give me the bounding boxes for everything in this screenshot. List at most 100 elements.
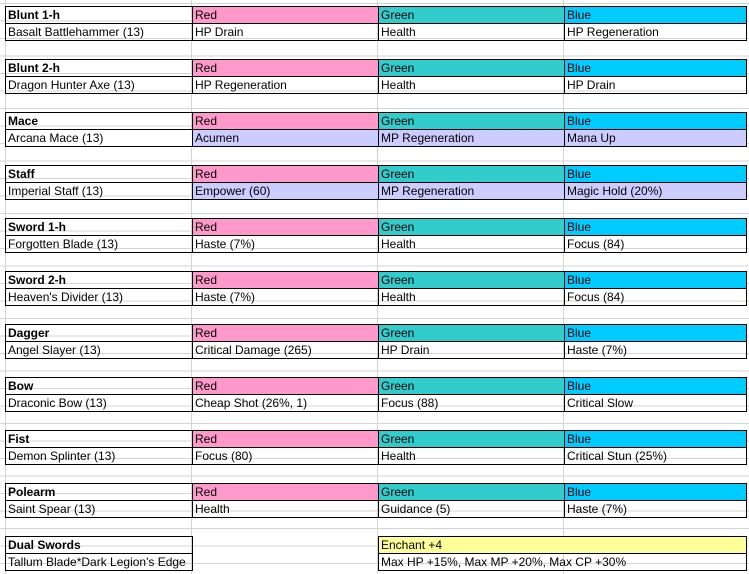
red-header-cell[interactable]: Red [192, 377, 379, 395]
green-header-cell[interactable]: Green [378, 165, 565, 183]
green-sa-cell[interactable]: Health [378, 288, 565, 306]
enchant-cell[interactable]: Enchant +4 [378, 536, 747, 554]
blue-header-cell[interactable]: Blue [564, 6, 747, 24]
red-header-cell[interactable]: Red [192, 483, 379, 501]
green-sa-cell[interactable]: Health [378, 76, 565, 94]
blue-header-cell[interactable]: Blue [564, 112, 747, 130]
blue-header-cell[interactable]: Blue [564, 165, 747, 183]
green-header-cell[interactable]: Green [378, 430, 565, 448]
red-header-cell[interactable]: Red [192, 165, 379, 183]
red-sa-cell[interactable]: Haste (7%) [192, 235, 379, 253]
red-sa-cell[interactable]: Focus (80) [192, 447, 379, 465]
blue-header-cell[interactable]: Blue [564, 483, 747, 501]
blue-header-cell[interactable]: Blue [564, 430, 747, 448]
empty-cell [192, 553, 379, 571]
weapon-type-cell[interactable]: Dual Swords [5, 536, 193, 554]
header-row: Mace Red Green Blue [5, 112, 747, 130]
red-sa-cell[interactable]: Empower (60) [192, 182, 379, 200]
weapon-name-cell[interactable]: Angel Slayer (13) [5, 341, 193, 359]
red-header-cell[interactable]: Red [192, 112, 379, 130]
weapon-type-cell[interactable]: Polearm [5, 483, 193, 501]
value-row: Dragon Hunter Axe (13) HP Regeneration H… [5, 76, 747, 94]
blue-header-cell[interactable]: Blue [564, 271, 747, 289]
green-header-cell[interactable]: Green [378, 112, 565, 130]
value-row: Angel Slayer (13) Critical Damage (265) … [5, 341, 747, 359]
green-sa-cell[interactable]: Guidance (5) [378, 500, 565, 518]
green-sa-cell[interactable]: Health [378, 447, 565, 465]
weapon-name-cell[interactable]: Imperial Staff (13) [5, 182, 193, 200]
weapon-type-cell[interactable]: Staff [5, 165, 193, 183]
red-header-cell[interactable]: Red [192, 218, 379, 236]
weapon-type-cell[interactable]: Fist [5, 430, 193, 448]
weapon-name-cell[interactable]: Arcana Mace (13) [5, 129, 193, 147]
green-sa-cell[interactable]: MP Regeneration [378, 129, 565, 147]
green-sa-cell[interactable]: Health [378, 23, 565, 41]
green-header-cell[interactable]: Green [378, 271, 565, 289]
blue-header-cell[interactable]: Blue [564, 59, 747, 77]
header-row: Blunt 1-h Red Green Blue [5, 6, 747, 24]
value-row: Arcana Mace (13) Acumen MP Regeneration … [5, 129, 747, 147]
blue-header-cell[interactable]: Blue [564, 324, 747, 342]
red-header-cell[interactable]: Red [192, 6, 379, 24]
weapon-name-cell[interactable]: Basalt Battlehammer (13) [5, 23, 193, 41]
weapon-name-cell[interactable]: Draconic Bow (13) [5, 394, 193, 412]
red-sa-cell[interactable]: Haste (7%) [192, 288, 379, 306]
green-sa-cell[interactable]: Focus (88) [378, 394, 565, 412]
red-header-cell[interactable]: Red [192, 324, 379, 342]
blue-sa-cell[interactable]: Haste (7%) [564, 341, 747, 359]
blue-header-cell[interactable]: Blue [564, 218, 747, 236]
red-header-cell[interactable]: Red [192, 271, 379, 289]
blue-sa-cell[interactable]: Mana Up [564, 129, 747, 147]
weapon-name-cell[interactable]: Forgotten Blade (13) [5, 235, 193, 253]
blue-sa-cell[interactable]: HP Regeneration [564, 23, 747, 41]
blue-sa-cell[interactable]: Haste (7%) [564, 500, 747, 518]
weapon-name-cell[interactable]: Tallum Blade*Dark Legion's Edge [5, 553, 193, 571]
header-row: Blunt 2-h Red Green Blue [5, 59, 747, 77]
green-header-cell[interactable]: Green [378, 377, 565, 395]
weapon-type-cell[interactable]: Blunt 2-h [5, 59, 193, 77]
blue-sa-cell[interactable]: Focus (84) [564, 288, 747, 306]
weapon-type-cell[interactable]: Bow [5, 377, 193, 395]
empty-cell [192, 536, 379, 554]
green-sa-cell[interactable]: MP Regeneration [378, 182, 565, 200]
green-header-cell[interactable]: Green [378, 6, 565, 24]
blue-sa-cell[interactable]: Focus (84) [564, 235, 747, 253]
weapon-type-cell[interactable]: Mace [5, 112, 193, 130]
weapon-block-mace: Mace Red Green Blue Arcana Mace (13) Acu… [5, 112, 747, 148]
blue-sa-cell[interactable]: Critical Slow [564, 394, 747, 412]
header-row: Sword 2-h Red Green Blue [5, 271, 747, 289]
red-sa-cell[interactable]: Health [192, 500, 379, 518]
weapon-type-cell[interactable]: Sword 1-h [5, 218, 193, 236]
blue-sa-cell[interactable]: Critical Stun (25%) [564, 447, 747, 465]
green-sa-cell[interactable]: HP Drain [378, 341, 565, 359]
green-header-cell[interactable]: Green [378, 59, 565, 77]
value-row: Saint Spear (13) Health Guidance (5) Has… [5, 500, 747, 518]
weapon-block-dagger: Dagger Red Green Blue Angel Slayer (13) … [5, 324, 747, 360]
red-sa-cell[interactable]: Acumen [192, 129, 379, 147]
red-sa-cell[interactable]: HP Regeneration [192, 76, 379, 94]
green-header-cell[interactable]: Green [378, 483, 565, 501]
weapon-name-cell[interactable]: Heaven's Divider (13) [5, 288, 193, 306]
value-row: Heaven's Divider (13) Haste (7%) Health … [5, 288, 747, 306]
weapon-type-cell[interactable]: Blunt 1-h [5, 6, 193, 24]
header-row: Dagger Red Green Blue [5, 324, 747, 342]
red-sa-cell[interactable]: Cheap Shot (26%, 1) [192, 394, 379, 412]
green-sa-cell[interactable]: Health [378, 235, 565, 253]
header-row: Dual Swords Enchant +4 [5, 536, 747, 554]
green-header-cell[interactable]: Green [378, 218, 565, 236]
green-header-cell[interactable]: Green [378, 324, 565, 342]
red-header-cell[interactable]: Red [192, 430, 379, 448]
weapon-name-cell[interactable]: Saint Spear (13) [5, 500, 193, 518]
weapon-name-cell[interactable]: Dragon Hunter Axe (13) [5, 76, 193, 94]
weapon-name-cell[interactable]: Demon Splinter (13) [5, 447, 193, 465]
enchant-bonus-cell[interactable]: Max HP +15%, Max MP +20%, Max CP +30% [378, 553, 747, 571]
blue-sa-cell[interactable]: Magic Hold (20%) [564, 182, 747, 200]
red-sa-cell[interactable]: Critical Damage (265) [192, 341, 379, 359]
weapon-type-cell[interactable]: Sword 2-h [5, 271, 193, 289]
header-row: Bow Red Green Blue [5, 377, 747, 395]
blue-sa-cell[interactable]: HP Drain [564, 76, 747, 94]
red-header-cell[interactable]: Red [192, 59, 379, 77]
weapon-type-cell[interactable]: Dagger [5, 324, 193, 342]
red-sa-cell[interactable]: HP Drain [192, 23, 379, 41]
blue-header-cell[interactable]: Blue [564, 377, 747, 395]
